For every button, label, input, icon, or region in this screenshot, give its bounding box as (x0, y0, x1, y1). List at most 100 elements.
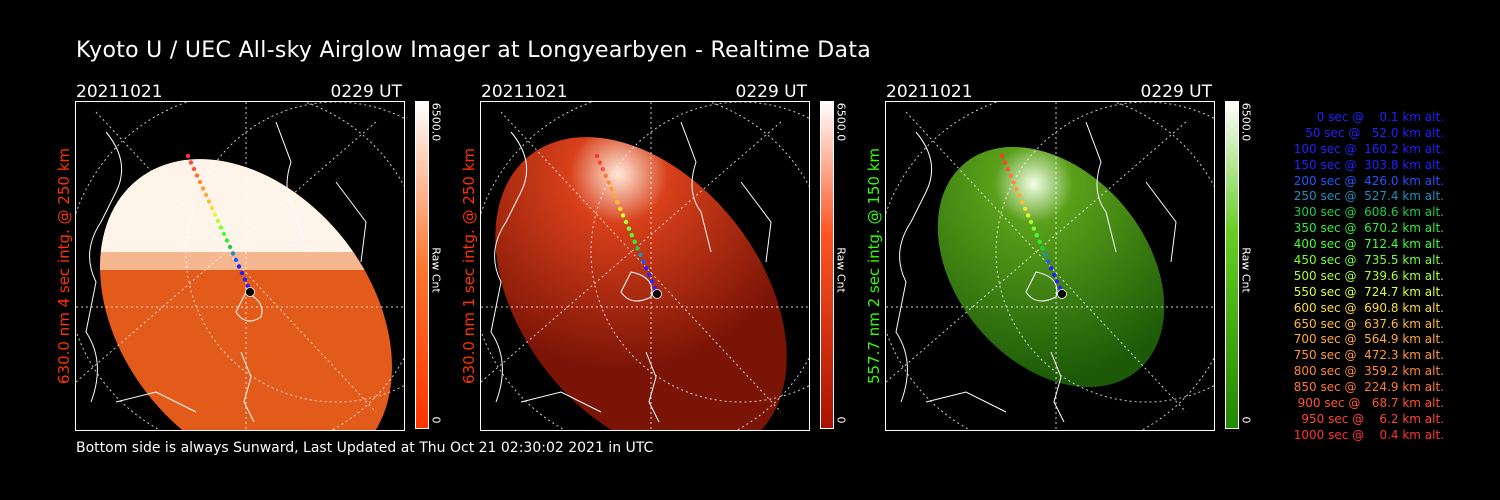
trajectory-point (603, 173, 608, 178)
legend-row: 400 sec @ 712.4 km alt. (1293, 237, 1444, 252)
station-marker (652, 289, 662, 299)
station-marker (245, 287, 255, 297)
trajectory-point (615, 200, 620, 205)
legend-row: 750 sec @ 472.3 km alt. (1293, 348, 1444, 363)
trajectory-point (218, 225, 224, 230)
panel-557-2sec: 20211021 0229 UT 557.7 nm 2 sec intg. @ … (865, 80, 1286, 431)
trajectory-point (197, 179, 203, 185)
trajectory-point (194, 173, 200, 178)
trajectory-point (209, 205, 215, 211)
colorbar (1225, 101, 1239, 429)
auroral-emission-saturated (76, 102, 404, 252)
trajectory-points (185, 153, 255, 297)
page-title: Kyoto U / UEC All-sky Airglow Imager at … (76, 38, 872, 63)
allsky-image-svg (886, 102, 1214, 430)
legend-row: 350 sec @ 670.2 km alt. (1293, 221, 1444, 236)
legend-row: 100 sec @ 160.2 km alt. (1293, 141, 1444, 156)
legend-row: 0 sec @ 0.1 km alt. (1316, 110, 1444, 124)
panel-time: 0229 UT (735, 82, 808, 102)
trajectory-point (620, 213, 626, 218)
trajectory-point (191, 166, 197, 172)
trajectory-points (594, 153, 662, 299)
trajectory-point (597, 160, 603, 165)
trajectory-point (215, 218, 221, 224)
coastline-map (85, 121, 367, 423)
trajectory-point (245, 283, 251, 289)
trajectory-point (1011, 180, 1016, 185)
trajectory-point (609, 186, 614, 192)
trajectory-point (1028, 219, 1034, 225)
side-label-text: 630.0 nm 4 sec intg. @ 250 km (55, 147, 73, 385)
trajectory-point (1002, 160, 1008, 165)
trajectory-point (600, 167, 605, 172)
trajectory-point (644, 266, 649, 271)
trajectory-point (638, 252, 643, 258)
trajectory-point (1025, 213, 1031, 218)
legend-row: 50 sec @ 52.0 km alt. (1305, 125, 1444, 140)
panel-630-4sec: 20211021 0229 UT 630.0 nm 4 sec intg. @ … (55, 80, 476, 431)
trajectory-point (1049, 266, 1054, 271)
trajectory-point (999, 153, 1005, 159)
coastline-map (895, 121, 1177, 423)
trajectory-point (1005, 167, 1010, 172)
trajectory-point (623, 219, 629, 225)
panel-date: 20211021 (481, 82, 568, 102)
trajectory-point (230, 251, 236, 256)
legend-row: 250 sec @ 527.4 km alt. (1293, 189, 1444, 204)
trajectory-legend: 0 sec @ 0.1 km alt. 50 sec @ 52.0 km alt.… (1262, 110, 1444, 444)
trajectory-point (233, 257, 239, 263)
legend-row: 800 sec @ 359.2 km alt. (1293, 364, 1444, 379)
trajectory-point (606, 180, 611, 185)
trajectory-point (221, 231, 227, 237)
trajectory-points (999, 153, 1067, 299)
trajectory-point (1052, 272, 1057, 277)
trajectory-point (1037, 239, 1042, 244)
trajectory-point (1034, 233, 1039, 238)
coordinate-grid (886, 102, 1214, 430)
trajectory-point (1057, 285, 1063, 291)
trajectory-point (1008, 173, 1013, 178)
panel-time: 0229 UT (1140, 82, 1213, 102)
trajectory-point (1031, 226, 1037, 231)
legend-row: 150 sec @ 303.8 km alt. (1293, 157, 1444, 172)
panel-630-1sec: 20211021 0229 UT 630.0 nm 1 sec intg. @ … (460, 80, 881, 431)
trajectory-point (632, 239, 637, 244)
coastline-map (490, 121, 772, 423)
trajectory-point (652, 285, 658, 291)
trajectory-point (200, 186, 206, 191)
trajectory-point (1017, 193, 1022, 198)
trajectory-point (212, 212, 218, 217)
trajectory-point (1054, 279, 1060, 284)
trajectory-point (626, 226, 632, 231)
trajectory-point (647, 272, 652, 277)
legend-row: 850 sec @ 224.9 km alt. (1293, 380, 1444, 395)
panel-date: 20211021 (886, 82, 973, 102)
legend-row: 1000 sec @ 0.4 km alt. (1293, 427, 1444, 442)
trajectory-point (206, 199, 212, 204)
trajectory-point (1043, 252, 1048, 258)
legend-row: 300 sec @ 608.6 km alt. (1293, 205, 1444, 220)
legend-row: 950 sec @ 6.2 km alt. (1301, 411, 1444, 426)
allsky-image (75, 101, 405, 431)
allsky-image (885, 101, 1215, 431)
trajectory-point (188, 160, 194, 165)
trajectory-point (185, 153, 191, 159)
trajectory-point (594, 153, 600, 159)
coordinate-grid (481, 102, 809, 430)
trajectory-point (203, 192, 209, 198)
trajectory-point (629, 233, 634, 238)
trajectory-point (649, 279, 655, 284)
legend-row: 700 sec @ 564.9 km alt. (1293, 332, 1444, 347)
trajectory-point (242, 277, 248, 282)
trajectory-point (618, 206, 623, 211)
panel-date: 20211021 (76, 82, 163, 102)
trajectory-point (641, 259, 646, 264)
colorbar (820, 101, 834, 429)
trajectory-point (1046, 259, 1051, 264)
legend-row: 600 sec @ 690.8 km alt. (1293, 300, 1444, 315)
trajectory-point (1040, 246, 1045, 251)
legend-row: 900 sec @ 68.7 km alt. (1297, 396, 1444, 411)
trajectory-point (612, 193, 617, 198)
side-label-text: 557.7 nm 2 sec intg. @ 150 km (865, 147, 883, 385)
allsky-image-svg (76, 102, 404, 430)
